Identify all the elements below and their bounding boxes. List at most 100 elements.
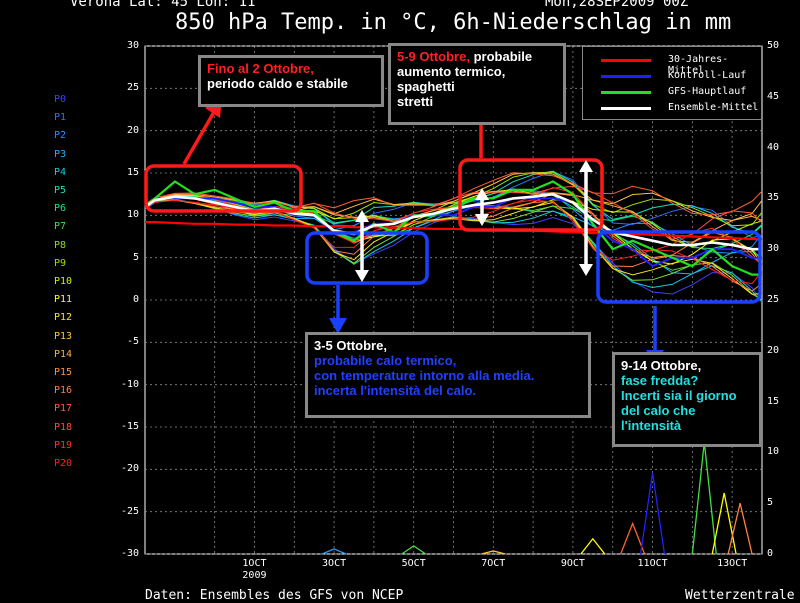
ensemble-member-line <box>144 198 763 303</box>
legend-swatch <box>601 75 651 78</box>
tick-label: -25 <box>120 505 139 517</box>
highlight-cold-box <box>596 230 762 304</box>
precip-spike <box>620 521 646 555</box>
gfs-main-line <box>144 180 762 276</box>
member-label: P10 <box>54 276 73 287</box>
annotation-date: 3-5 Ottobre, <box>314 338 387 353</box>
member-label: P19 <box>54 439 73 451</box>
tick-label: 2009 <box>242 570 267 581</box>
legend-label: Kontroll-Lauf <box>668 70 747 81</box>
tick-label: 30 <box>126 40 139 51</box>
member-label: P6 <box>54 203 67 215</box>
tick-label: 45 <box>767 90 780 102</box>
tick-label: 30 <box>767 243 780 255</box>
tick-label: 0 <box>767 548 774 559</box>
arrow-head <box>329 318 347 334</box>
arrow-head <box>355 270 369 282</box>
tick-label: -15 <box>120 421 139 432</box>
annotation-text: aumento termico, <box>397 64 506 79</box>
highlight-cooling-box <box>305 231 429 285</box>
member-label: P11 <box>54 294 73 306</box>
tick-label: 5OCT <box>401 558 426 569</box>
arrow-head <box>355 210 369 222</box>
annotation-text: fase fredda? <box>621 373 699 388</box>
annotation-warm-period: Fino al 2 Ottobre, periodo caldo e stabi… <box>198 55 384 107</box>
tick-label: -5 <box>126 336 139 348</box>
legend-entry: Ensemble-Mittel <box>583 101 761 115</box>
member-label: P3 <box>54 148 67 160</box>
data-source-footer: Daten: Ensembles des GFS von NCEP <box>145 588 404 603</box>
member-label: P2 <box>54 130 67 142</box>
legend-entry: 30-Jahres-Mittel <box>583 53 761 76</box>
tick-label: 9OCT <box>560 558 585 569</box>
precip-spike <box>321 548 347 555</box>
highlight-warm-box <box>144 164 303 213</box>
member-label: P20 <box>54 458 73 469</box>
tick-label: 1OCT <box>242 558 267 569</box>
member-label: P16 <box>54 385 73 397</box>
annotation-date: 5-9 Ottobre, <box>397 49 470 64</box>
tick-label: 0 <box>132 294 139 305</box>
annotation-warming: 5-9 Ottobre, probabile aumento termico, … <box>388 43 566 125</box>
member-label: P8 <box>54 239 67 251</box>
annotation-text: probabile <box>469 49 533 64</box>
tick-label: 11OCT <box>637 558 668 569</box>
tick-label: 25 <box>767 294 780 305</box>
climatology-line <box>145 221 762 241</box>
member-label: P12 <box>54 312 73 324</box>
tick-label: -20 <box>120 463 139 475</box>
legend-swatch <box>601 91 651 94</box>
legend-entry: Kontroll-Lauf <box>583 69 761 83</box>
precip-spike <box>639 472 666 555</box>
tick-label: 3OCT <box>322 558 347 569</box>
member-label: P14 <box>54 348 73 360</box>
highlight-warming-box <box>458 158 604 232</box>
arrow-head <box>475 188 489 200</box>
precip-spike <box>727 503 753 555</box>
tick-label: 25 <box>126 82 139 94</box>
annotation-text: con temperature intorno alla media. <box>314 368 535 383</box>
annotation-cold-phase: 9-14 Ottobre, fase fredda? Incerti sia i… <box>612 352 762 447</box>
tick-label: 15 <box>126 167 139 178</box>
ensemble-member-line <box>144 199 763 301</box>
tick-label: 10 <box>767 446 780 458</box>
tick-label: 5 <box>767 497 774 509</box>
tick-label: 40 <box>767 141 780 153</box>
member-label: P0 <box>54 94 67 105</box>
annotation-text: l'intensità <box>621 418 682 433</box>
legend-label: 30-Jahres-Mittel <box>668 54 729 76</box>
control-run-line <box>144 197 762 268</box>
annotation-date: 9-14 Ottobre, <box>621 358 702 373</box>
arrow-head <box>579 264 593 276</box>
legend-swatch <box>601 59 651 62</box>
legend-label: GFS-Hauptlauf <box>668 86 747 97</box>
member-label: P15 <box>54 367 73 378</box>
tick-label: 20 <box>126 124 139 136</box>
tick-label: 7OCT <box>481 558 506 569</box>
precip-spike <box>691 442 717 555</box>
annotation-text: periodo caldo e stabile <box>207 76 348 91</box>
tick-label: 35 <box>767 192 780 204</box>
member-label: P13 <box>54 330 73 342</box>
arrow-head <box>475 214 489 226</box>
tick-label: 15 <box>767 395 780 407</box>
tick-label: 13OCT <box>717 558 748 569</box>
member-label: P18 <box>54 421 73 433</box>
tick-label: 50 <box>767 40 780 51</box>
run-timestamp: Mon,28SEP2009 00Z <box>545 0 689 10</box>
tick-label: 20 <box>767 344 780 356</box>
precip-spike <box>711 492 737 555</box>
location-header: Verona Lat: 45 Lon: 11 <box>70 0 256 10</box>
annotation-text: incerta l'intensità del calo. <box>314 383 477 398</box>
annotation-text: del calo che <box>621 403 696 418</box>
precip-spike <box>401 545 427 555</box>
tick-label: -30 <box>120 548 139 559</box>
precip-spike <box>580 537 606 555</box>
chart-legend: 30-Jahres-Mittel Kontroll-Lauf GFS-Haupt… <box>582 46 762 120</box>
tick-label: -10 <box>120 378 139 390</box>
chart-title: 850 hPa Temp. in °C, 6h-Niederschlag in … <box>175 10 732 35</box>
member-label: P9 <box>54 257 67 269</box>
member-label: P17 <box>54 403 73 415</box>
annotation-text: stretti <box>397 94 434 109</box>
